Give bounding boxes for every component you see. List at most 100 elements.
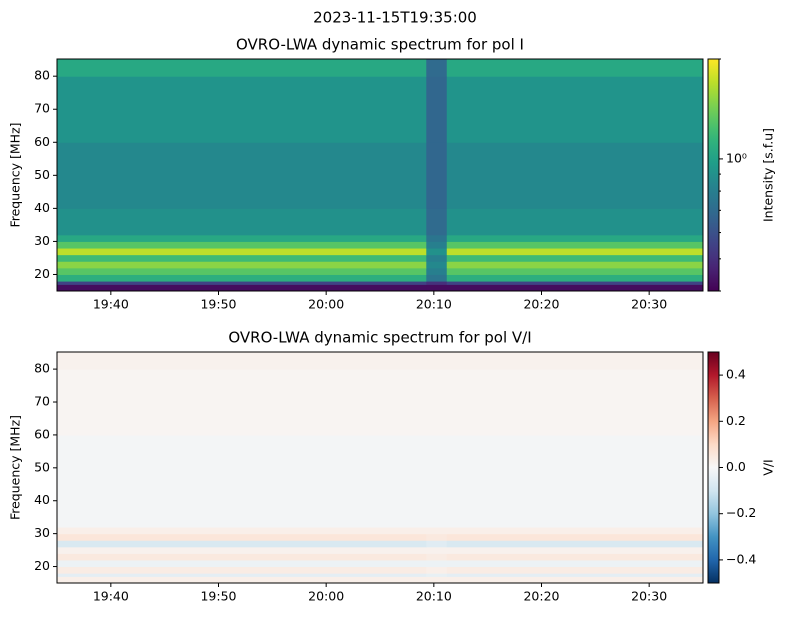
colorbar xyxy=(707,58,720,292)
y-tick-label: 70 xyxy=(34,394,50,409)
x-tick-label: 19:40 xyxy=(93,589,129,604)
heatmap-cell xyxy=(446,566,704,574)
heatmap-cell xyxy=(57,234,427,242)
heatmap-cell xyxy=(426,566,448,574)
heatmap-cell xyxy=(57,284,427,292)
heatmap-cell xyxy=(446,500,704,528)
heatmap-cell xyxy=(57,573,427,577)
heatmap-cell xyxy=(446,76,704,143)
heatmap-cell xyxy=(57,261,427,269)
y-tick-label: 50 xyxy=(34,167,50,182)
heatmap-cell xyxy=(57,248,427,256)
heatmap-cell xyxy=(57,241,427,249)
heatmap-cell xyxy=(446,352,704,370)
heatmap-cell xyxy=(57,254,427,262)
colorbar-label: V/I xyxy=(761,459,776,475)
y-tick-label: 80 xyxy=(34,68,50,83)
heatmap-cell xyxy=(446,241,704,249)
heatmap-cell xyxy=(446,254,704,262)
y-tick-label: 20 xyxy=(34,266,50,281)
y-tick-label: 60 xyxy=(34,426,50,441)
y-tick-label: 30 xyxy=(34,525,50,540)
heatmap-cell xyxy=(57,553,427,561)
y-tick-label: 40 xyxy=(34,200,50,215)
heatmap-cell xyxy=(57,500,427,528)
heatmap-cell xyxy=(57,352,427,370)
colorbar-tick-label: 0.2 xyxy=(726,413,746,428)
x-tick-label: 20:10 xyxy=(416,589,452,604)
heatmap-cell xyxy=(446,527,704,535)
heatmap-cell xyxy=(446,281,704,285)
heatmap-cell xyxy=(446,248,704,256)
heatmap-cell xyxy=(426,500,448,528)
x-tick-label: 20:00 xyxy=(308,297,344,312)
y-tick-label: 60 xyxy=(34,134,50,149)
heatmap-cell xyxy=(446,369,704,436)
heatmap-cell xyxy=(426,274,448,282)
heatmap-cell xyxy=(426,254,448,262)
heatmap-cell xyxy=(57,540,427,548)
x-tick-label: 20:30 xyxy=(631,589,667,604)
heatmap-cell xyxy=(57,369,427,436)
y-tick-label: 50 xyxy=(34,459,50,474)
colorbar-tick-label: −0.2 xyxy=(726,505,756,520)
colorbar-tick-label: −0.4 xyxy=(726,551,756,566)
heatmap-cell xyxy=(426,284,448,292)
x-tick-label: 20:10 xyxy=(416,297,452,312)
heatmap-cell xyxy=(426,546,448,554)
heatmap-cell xyxy=(57,208,427,236)
heatmap-cell xyxy=(57,76,427,143)
x-tick-label: 20:00 xyxy=(308,589,344,604)
heatmap-cell xyxy=(426,261,448,269)
heatmap-cell xyxy=(57,559,427,568)
y-tick-label: 80 xyxy=(34,361,50,376)
heatmap-cell xyxy=(426,267,448,275)
heatmap-cell xyxy=(426,352,448,370)
heatmap-cell xyxy=(426,527,448,535)
heatmap-cell xyxy=(57,576,427,584)
colorbar-label: Intensity [s.f.u] xyxy=(761,128,776,222)
x-tick-label: 19:50 xyxy=(200,297,236,312)
heatmap-cell xyxy=(426,234,448,242)
heatmap-cell xyxy=(57,546,427,554)
heatmap-cell xyxy=(446,234,704,242)
heatmap-cell xyxy=(426,59,448,77)
heatmap-cell xyxy=(446,434,704,502)
heatmap-cell xyxy=(57,59,427,77)
heatmap-cell xyxy=(446,553,704,561)
heatmap-cell xyxy=(57,566,427,574)
heatmap-cell xyxy=(446,59,704,77)
heatmap-cell xyxy=(426,533,448,541)
heatmap-cell xyxy=(426,369,448,436)
heatmap-cell xyxy=(426,76,448,143)
heatmap-cell xyxy=(57,281,427,285)
heatmap-cell xyxy=(446,208,704,236)
heatmap-cell xyxy=(426,576,448,584)
heatmap-cell xyxy=(446,576,704,584)
colorbar-tick-label: 0.4 xyxy=(726,367,746,382)
heatmap-cell xyxy=(446,540,704,548)
heatmap-cell xyxy=(446,284,704,292)
y-axis-label: Frequency [MHz] xyxy=(8,122,23,227)
y-tick-label: 20 xyxy=(34,558,50,573)
heatmap-cell xyxy=(426,208,448,236)
x-tick-label: 19:40 xyxy=(93,297,129,312)
chart-title: OVRO-LWA dynamic spectrum for pol I xyxy=(236,36,524,54)
heatmap-cell xyxy=(446,274,704,282)
heatmap-cell xyxy=(426,281,448,285)
x-tick-label: 20:30 xyxy=(631,297,667,312)
suptitle: 2023-11-15T19:35:00 xyxy=(313,9,477,27)
x-tick-label: 20:20 xyxy=(523,589,559,604)
heatmap-cell xyxy=(426,553,448,561)
colorbar-tick-label: 0.0 xyxy=(726,459,746,474)
heatmap-cell xyxy=(57,274,427,282)
heatmap-cell xyxy=(57,533,427,541)
heatmap-cell xyxy=(446,267,704,275)
heatmap-cell xyxy=(426,573,448,577)
heatmap-cell xyxy=(426,540,448,548)
heatmap-cell xyxy=(426,241,448,249)
heatmap-cell xyxy=(57,142,427,209)
y-axis-label: Frequency [MHz] xyxy=(8,415,23,520)
y-tick-label: 30 xyxy=(34,233,50,248)
